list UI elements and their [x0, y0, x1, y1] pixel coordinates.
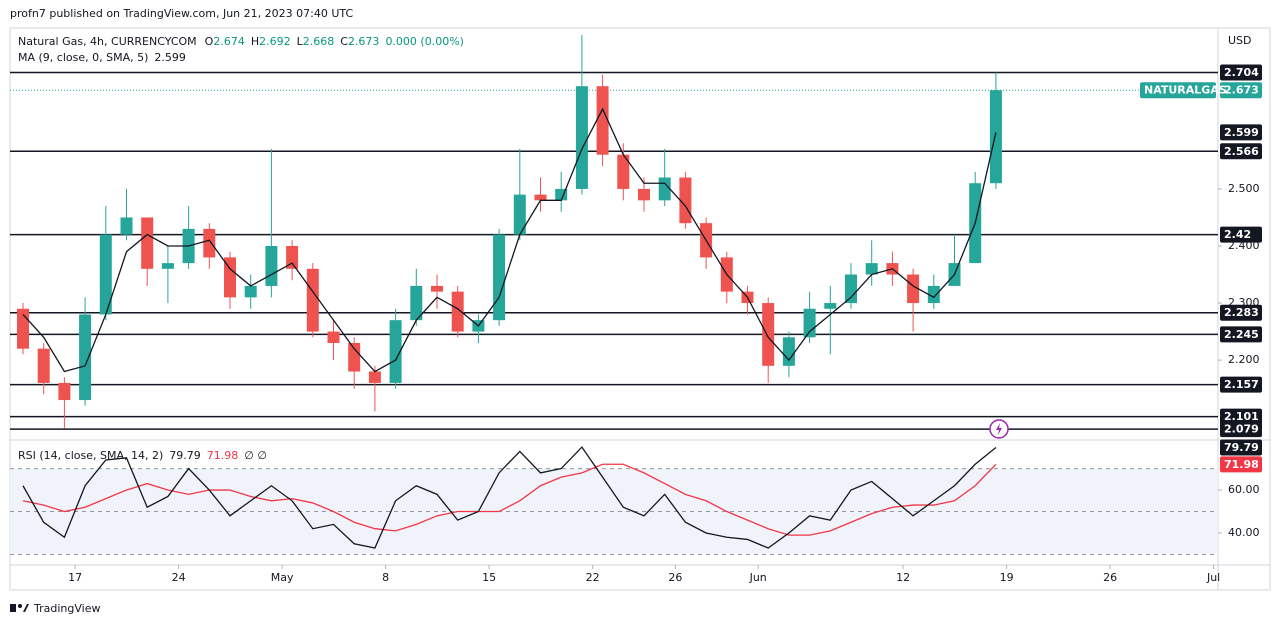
candle-body [37, 348, 50, 383]
candle-body [224, 257, 236, 298]
legend-ma: MA (9, close, 0, SMA, 5) 2.599 [18, 51, 186, 64]
candle-body [306, 268, 319, 332]
candle-body [120, 217, 133, 235]
candle-body [79, 314, 92, 401]
candle-body [161, 263, 174, 269]
rsi-ma-line [22, 463, 997, 536]
candle-body [762, 303, 775, 366]
candle-body [555, 188, 568, 201]
legend-rsi: RSI (14, close, SMA, 14, 2) 79.79 71.98 ∅ ∅ [18, 449, 267, 462]
candle-body [907, 274, 920, 304]
candle-body [679, 177, 692, 224]
candle-body [141, 217, 154, 269]
rsi-ma-label-bg [1220, 456, 1262, 473]
x-tick-label: 24 [172, 571, 186, 584]
level-label-bg [1220, 376, 1262, 393]
candle-body [493, 234, 506, 321]
footer: TradingView [33, 602, 100, 615]
x-tick-label: Jul [1206, 571, 1220, 584]
level-label-bg [1220, 226, 1262, 243]
y-tick-label: 2.200 [1228, 353, 1260, 366]
x-tick-label: 26 [668, 571, 682, 584]
candle-body [638, 188, 650, 201]
level-label: 2.245 [1224, 328, 1259, 341]
level-label: 2.157 [1224, 378, 1259, 391]
x-tick-label: May [271, 571, 294, 584]
level-label-bg [1220, 421, 1262, 438]
footer-logo [10, 604, 29, 612]
candle-body [803, 308, 816, 338]
rsi-y-tick-label: 60.00 [1228, 483, 1260, 496]
candle-body [782, 337, 795, 366]
legend-quote: Natural Gas, 4h, CURRENCYCOM O2.674 H2.692… [18, 35, 464, 48]
x-tick-label: 22 [586, 571, 600, 584]
candle-body [286, 245, 299, 269]
candle-body [989, 90, 1002, 184]
rsi-ma-label: 71.98 [1224, 458, 1259, 471]
candle-body [265, 245, 278, 286]
alert-bolt [996, 423, 1002, 435]
level-label: 2.079 [1224, 423, 1259, 436]
candle-body [58, 382, 71, 401]
symbol-label-bg [1140, 82, 1216, 99]
x-tick-label: 12 [896, 571, 910, 584]
candle-body [845, 274, 857, 304]
rsi-y-tick-label: 40.00 [1228, 526, 1260, 539]
last-price-label: 2.673 [1224, 84, 1259, 97]
candle-body [617, 154, 630, 189]
x-tick-label: 26 [1103, 571, 1117, 584]
level-label-bg [1220, 64, 1262, 81]
x-tick-label: Jun [749, 571, 767, 584]
candle-body [431, 285, 443, 292]
rsi-line [22, 446, 997, 549]
candle-body [410, 285, 423, 321]
symbol-label: NATURALGAS [1144, 84, 1227, 97]
candle-body [203, 228, 216, 258]
rsi-label: 79.79 [1224, 441, 1259, 454]
x-tick-label: 15 [482, 571, 496, 584]
level-label: 2.566 [1224, 145, 1259, 158]
last-price-label-bg [1220, 82, 1262, 99]
candle-body [658, 177, 671, 201]
candle-body [244, 285, 257, 298]
candle-body [99, 234, 112, 315]
level-label: 2.283 [1224, 306, 1259, 319]
rsi-label-bg [1220, 439, 1262, 456]
level-label-bg [1220, 143, 1262, 160]
candle-body [596, 86, 609, 155]
level-label: 2.42 [1224, 228, 1251, 241]
level-label-bg [1220, 304, 1262, 321]
candle-body [824, 303, 837, 309]
candle-body [17, 308, 29, 349]
level-label-bg [1220, 408, 1262, 425]
candle-body [389, 320, 402, 383]
y-tick-label: 2.500 [1228, 182, 1260, 195]
candle-body [927, 285, 940, 304]
candle-body [348, 342, 361, 372]
ma-label: 2.599 [1224, 126, 1259, 139]
candle-body [575, 86, 588, 189]
candle-body [534, 194, 547, 201]
level-label-bg [1220, 326, 1262, 343]
x-tick-label: 19 [1000, 571, 1014, 584]
ma-label-bg [1220, 124, 1262, 141]
level-label: 2.101 [1224, 410, 1259, 423]
candle-body [865, 263, 878, 275]
level-label: 2.704 [1224, 66, 1259, 79]
ma-line [22, 107, 997, 373]
candle-body [451, 291, 464, 332]
candle-body [513, 194, 526, 235]
x-tick-label: 17 [68, 571, 82, 584]
publisher: profn7 published on TradingView.com, Jun… [10, 7, 353, 20]
currency: USD [1228, 34, 1252, 47]
x-tick-label: 8 [382, 571, 389, 584]
candle-body [327, 331, 340, 343]
candle-body [368, 371, 381, 383]
